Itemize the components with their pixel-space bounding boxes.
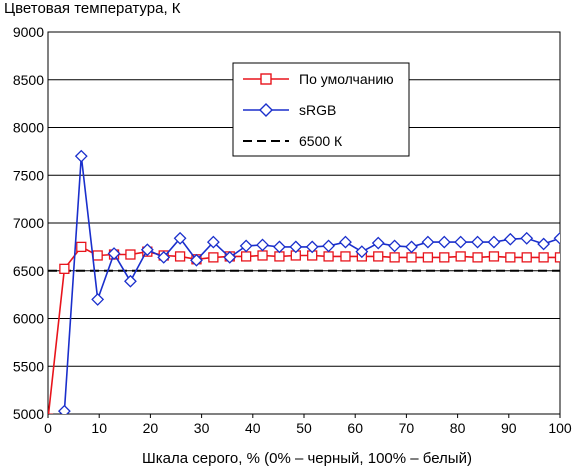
data-point bbox=[256, 238, 269, 252]
y-tick-label: 9000 bbox=[13, 24, 44, 40]
data-point bbox=[537, 237, 551, 251]
data-point bbox=[340, 251, 351, 262]
y-tick-label: 6500 bbox=[13, 263, 44, 279]
y-tick-label: 8500 bbox=[13, 72, 44, 88]
data-point bbox=[305, 240, 319, 254]
data-point bbox=[389, 252, 400, 263]
data-point bbox=[174, 251, 186, 262]
data-point bbox=[208, 252, 219, 263]
data-point bbox=[240, 251, 252, 262]
y-tick-label: 5500 bbox=[13, 358, 44, 374]
data-point bbox=[323, 251, 334, 262]
data-point bbox=[487, 235, 501, 249]
data-point bbox=[339, 235, 352, 249]
x-tick-label: 40 bbox=[245, 420, 261, 436]
data-point bbox=[107, 247, 121, 260]
series-srgb bbox=[57, 149, 560, 414]
x-tick-label: 10 bbox=[91, 420, 107, 436]
y-tick-label: 5000 bbox=[13, 406, 44, 422]
data-point bbox=[455, 251, 466, 262]
data-point bbox=[505, 252, 516, 263]
data-point bbox=[124, 274, 137, 288]
data-point bbox=[206, 235, 220, 249]
x-tick-label: 50 bbox=[296, 420, 312, 436]
legend-marker-srgb bbox=[259, 103, 273, 117]
x-tick-label: 80 bbox=[450, 420, 466, 436]
data-point bbox=[76, 241, 87, 253]
data-point bbox=[553, 231, 560, 245]
legend: По умолчанию sRGB 6500 К bbox=[232, 62, 410, 157]
x-tick-labels: 0 10 20 30 40 50 60 70 80 90 100 bbox=[44, 420, 572, 436]
data-point bbox=[355, 245, 369, 259]
data-point bbox=[421, 235, 435, 249]
x-tick-label: 90 bbox=[501, 420, 517, 436]
legend-label-6500: 6500 К bbox=[299, 133, 343, 149]
data-point bbox=[373, 251, 384, 262]
data-point bbox=[239, 239, 253, 253]
legend-label-srgb: sRGB bbox=[299, 102, 336, 118]
data-point bbox=[472, 252, 483, 263]
data-point bbox=[388, 239, 402, 253]
data-point bbox=[437, 235, 451, 249]
series-line bbox=[61, 156, 560, 414]
data-point bbox=[92, 250, 103, 261]
x-tick-label: 70 bbox=[399, 420, 415, 436]
y-tick-label: 6000 bbox=[13, 311, 44, 327]
data-point bbox=[190, 253, 203, 267]
series-default bbox=[48, 241, 560, 414]
data-point bbox=[538, 252, 549, 263]
data-point bbox=[223, 250, 237, 264]
y-tick-labels: 5000 5500 6000 6500 7000 7500 8000 8500 9000 bbox=[13, 24, 44, 422]
data-point bbox=[439, 252, 450, 263]
data-point bbox=[273, 240, 286, 254]
data-point bbox=[521, 252, 532, 263]
data-point bbox=[322, 239, 335, 253]
y-tick-label: 8000 bbox=[13, 120, 44, 136]
data-point bbox=[57, 404, 71, 414]
data-point bbox=[74, 149, 88, 163]
legend-label-default: По умолчанию bbox=[299, 71, 394, 87]
data-point bbox=[422, 252, 434, 263]
data-point bbox=[405, 240, 418, 254]
chart-title: Цветовая температура, К bbox=[4, 0, 181, 17]
data-point bbox=[59, 263, 70, 274]
x-tick-label: 0 bbox=[44, 420, 52, 436]
data-point bbox=[125, 249, 136, 260]
x-tick-label: 60 bbox=[347, 420, 363, 436]
data-point bbox=[554, 252, 560, 263]
data-point bbox=[454, 235, 468, 249]
legend-marker-default bbox=[260, 73, 272, 85]
y-tick-label: 7500 bbox=[13, 167, 44, 183]
data-point bbox=[406, 252, 417, 263]
x-tick-label: 30 bbox=[194, 420, 210, 436]
y-tick-label: 7000 bbox=[13, 215, 44, 231]
data-point bbox=[257, 250, 268, 261]
data-point bbox=[503, 232, 517, 246]
data-point bbox=[471, 235, 484, 249]
x-axis-label: Шкала серого, % (0% – черный, 100% – бел… bbox=[142, 450, 472, 467]
data-point bbox=[140, 243, 154, 257]
x-tick-label: 20 bbox=[143, 420, 159, 436]
data-point bbox=[520, 231, 534, 245]
series-group bbox=[48, 149, 560, 414]
x-tick-label: 100 bbox=[548, 420, 572, 436]
data-point bbox=[289, 240, 303, 254]
data-point bbox=[371, 236, 385, 250]
data-point bbox=[157, 250, 171, 264]
data-point bbox=[91, 292, 105, 306]
data-point bbox=[488, 251, 500, 262]
plot-area-border bbox=[47, 31, 561, 415]
data-point bbox=[173, 231, 187, 245]
